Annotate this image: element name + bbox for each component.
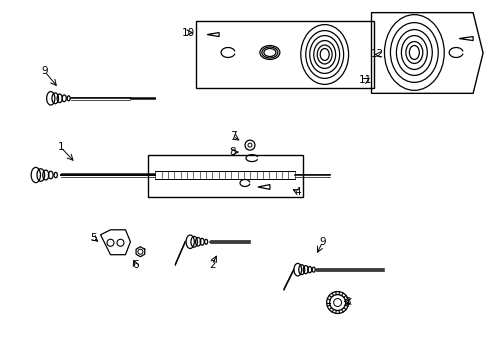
Text: 11: 11 [359,75,372,85]
Text: 3: 3 [344,297,351,306]
Text: 2: 2 [209,260,216,270]
Text: 7: 7 [230,131,236,141]
Text: 12: 12 [371,49,384,59]
Text: 8: 8 [230,147,236,157]
Text: 9: 9 [319,237,326,247]
Text: 5: 5 [90,233,97,243]
Text: 1: 1 [57,142,64,152]
Text: 4: 4 [294,187,301,197]
Bar [148,155,303,197]
Text: 6: 6 [132,260,139,270]
Text: 10: 10 [182,28,195,37]
Text: 9: 9 [42,67,48,76]
Bar [196,21,373,88]
